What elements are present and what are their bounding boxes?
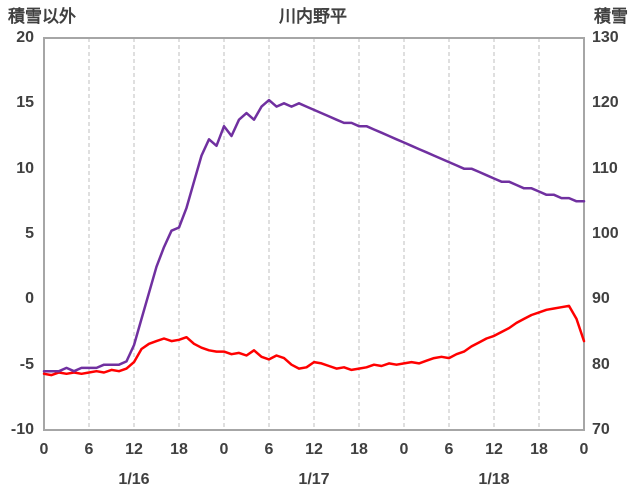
left-axis-tick: 10 xyxy=(16,160,34,177)
x-axis-date-label: 1/17 xyxy=(298,471,330,488)
x-axis-tick: 6 xyxy=(84,441,94,458)
x-axis-tick: 18 xyxy=(350,441,368,458)
x-axis-tick: 18 xyxy=(170,441,188,458)
x-axis-tick: 6 xyxy=(444,441,454,458)
right-axis-tick: 120 xyxy=(592,94,619,111)
x-axis-date-label: 1/16 xyxy=(118,471,150,488)
right-axis-tick: 130 xyxy=(592,29,619,46)
plot-border xyxy=(43,37,585,431)
x-axis-tick: 18 xyxy=(530,441,548,458)
left-axis-tick: -5 xyxy=(19,356,34,373)
right-axis-tick: 110 xyxy=(592,160,618,177)
x-axis-tick: 12 xyxy=(125,441,143,458)
left-axis-tick: 0 xyxy=(25,290,34,307)
x-axis-tick: 0 xyxy=(39,441,49,458)
left-axis-tick: 15 xyxy=(16,94,34,111)
right-axis-tick: 90 xyxy=(592,290,610,307)
right-axis-tick: 70 xyxy=(592,421,610,438)
series-line-snow-depth xyxy=(42,98,586,373)
x-axis-tick: 0 xyxy=(579,441,589,458)
right-axis-tick: 100 xyxy=(592,225,619,242)
left-axis-tick: 5 xyxy=(25,225,34,242)
left-axis-title: 積雪以外 xyxy=(8,7,76,26)
right-axis-tick: 80 xyxy=(592,356,610,373)
series-line-non-snow xyxy=(42,304,586,377)
x-axis-tick: 6 xyxy=(264,441,274,458)
chart-title: 川内野平 xyxy=(279,7,347,26)
x-axis-tick: 0 xyxy=(219,441,229,458)
left-axis-tick: 20 xyxy=(16,29,34,46)
x-axis-tick: 12 xyxy=(305,441,323,458)
x-axis-date-label: 1/18 xyxy=(478,471,510,488)
x-axis-tick: 0 xyxy=(399,441,409,458)
left-axis-tick: -10 xyxy=(10,421,34,438)
right-axis-title: 積雪 xyxy=(594,7,628,26)
x-axis-tick: 12 xyxy=(485,441,503,458)
